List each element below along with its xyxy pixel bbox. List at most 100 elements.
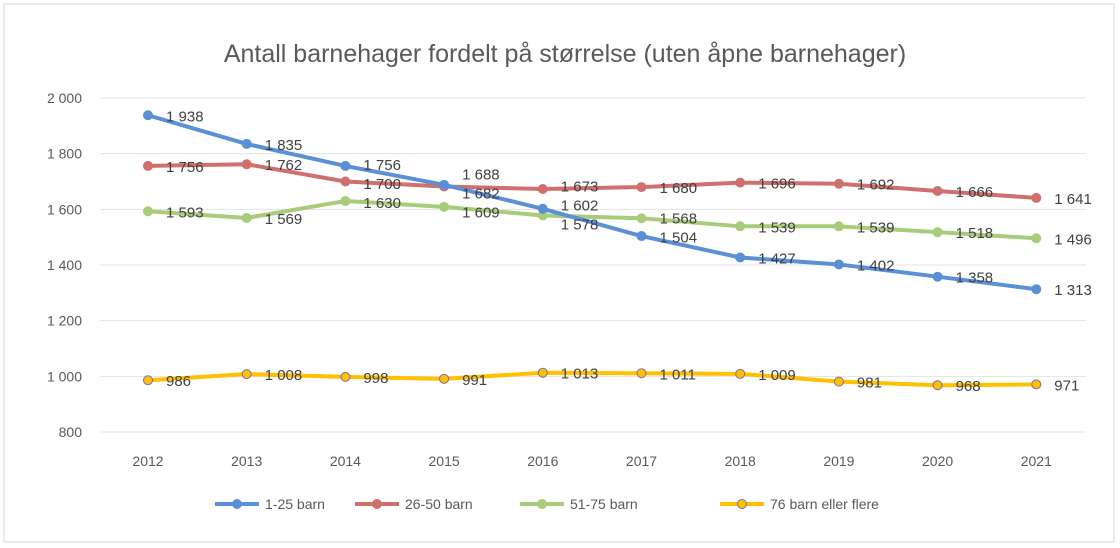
data-label: 1 518 [956, 225, 994, 242]
data-point [932, 227, 943, 238]
series-line [147, 162, 1037, 200]
data-label: 1 427 [758, 250, 796, 267]
data-point [340, 160, 351, 171]
data-point [636, 368, 647, 379]
data-label: 1 696 [758, 176, 796, 193]
data-point [636, 231, 647, 242]
data-label: 1 692 [857, 177, 895, 194]
chart-title: Antall barnehager fordelt på størrelse (… [224, 40, 906, 68]
x-tick-label: 2015 [429, 453, 460, 469]
data-label: 1 673 [561, 178, 599, 195]
data-point [143, 110, 153, 121]
data-point [241, 159, 252, 170]
data-label: 1 009 [758, 367, 796, 384]
data-point [537, 367, 548, 378]
data-label: 1 641 [1054, 191, 1092, 208]
data-point [439, 179, 450, 190]
data-label: 1 578 [561, 216, 599, 233]
data-point [537, 184, 548, 195]
y-tick-label: 1 400 [47, 257, 82, 273]
data-label: 1 666 [956, 184, 994, 201]
x-tick-label: 2021 [1021, 453, 1052, 469]
legend-marker [737, 499, 747, 509]
data-point [833, 259, 844, 270]
data-label: 1 700 [363, 176, 401, 193]
x-tick-label: 2017 [626, 453, 657, 469]
data-label: 1 682 [462, 186, 500, 203]
data-point [439, 201, 450, 212]
data-point [735, 177, 746, 188]
legend-label: 76 barn eller flere [770, 496, 879, 512]
data-point [340, 195, 351, 206]
x-tick-label: 2018 [725, 453, 756, 469]
x-tick-label: 2020 [922, 453, 953, 469]
data-label: 1 504 [660, 230, 698, 247]
y-tick-label: 1 200 [47, 313, 82, 329]
data-point [340, 176, 351, 187]
data-point [1031, 284, 1042, 295]
legend-label: 1-25 barn [265, 496, 325, 512]
data-label: 1 539 [758, 219, 796, 236]
data-label: 1 569 [265, 211, 303, 228]
data-label: 1 762 [265, 157, 303, 174]
data-point [143, 160, 153, 171]
data-point [537, 203, 548, 214]
data-point [1031, 192, 1042, 203]
data-label: 1 602 [561, 197, 599, 214]
x-tick-label: 2016 [527, 453, 558, 469]
x-tick-label: 2014 [330, 453, 361, 469]
data-label: 1 630 [363, 195, 401, 212]
data-point [932, 380, 943, 391]
x-tick-label: 2013 [231, 453, 262, 469]
x-tick-label: 2012 [132, 453, 163, 469]
data-point [1031, 233, 1042, 244]
legend-marker [537, 499, 547, 509]
data-label: 1 568 [660, 211, 698, 228]
y-tick-label: 2 000 [47, 90, 82, 106]
series-line [147, 198, 1037, 241]
chart-border [3, 3, 1115, 543]
data-point [340, 371, 351, 382]
legend-marker [232, 499, 242, 509]
data-label: 971 [1054, 377, 1079, 394]
data-label: 1 008 [265, 367, 303, 384]
data-label: 1 609 [462, 205, 500, 222]
data-label: 1 358 [956, 270, 994, 287]
data-point [833, 178, 844, 189]
data-label: 1 756 [363, 157, 401, 174]
y-tick-label: 1 600 [47, 201, 82, 217]
data-label: 1 402 [857, 257, 895, 274]
data-point [735, 368, 746, 379]
data-label: 1 539 [857, 219, 895, 236]
data-label: 991 [462, 372, 487, 389]
legend-label: 26-50 barn [405, 496, 473, 512]
data-label: 1 593 [166, 204, 204, 221]
data-point [241, 138, 252, 149]
data-point [833, 376, 844, 387]
data-label: 1 680 [660, 180, 698, 197]
data-point [241, 369, 252, 380]
data-point [143, 375, 153, 386]
data-point [241, 212, 252, 223]
x-tick-label: 2019 [823, 453, 854, 469]
legend-label: 51-75 barn [570, 496, 638, 512]
data-point [932, 185, 943, 196]
data-point [932, 271, 943, 282]
legend-marker [372, 499, 382, 509]
data-label: 1 938 [166, 108, 204, 125]
data-point [735, 221, 746, 232]
data-label: 1 011 [660, 366, 696, 383]
data-point [636, 213, 647, 224]
data-point [636, 182, 647, 193]
data-label: 1 496 [1054, 231, 1092, 248]
y-tick-label: 1 800 [47, 146, 82, 162]
y-tick-label: 1 000 [47, 368, 82, 384]
data-label: 1 013 [561, 366, 599, 383]
data-label: 1 835 [265, 137, 303, 154]
data-point [1031, 379, 1042, 390]
data-label: 1 313 [1054, 282, 1092, 299]
data-label: 968 [956, 378, 981, 395]
data-point [143, 206, 153, 217]
